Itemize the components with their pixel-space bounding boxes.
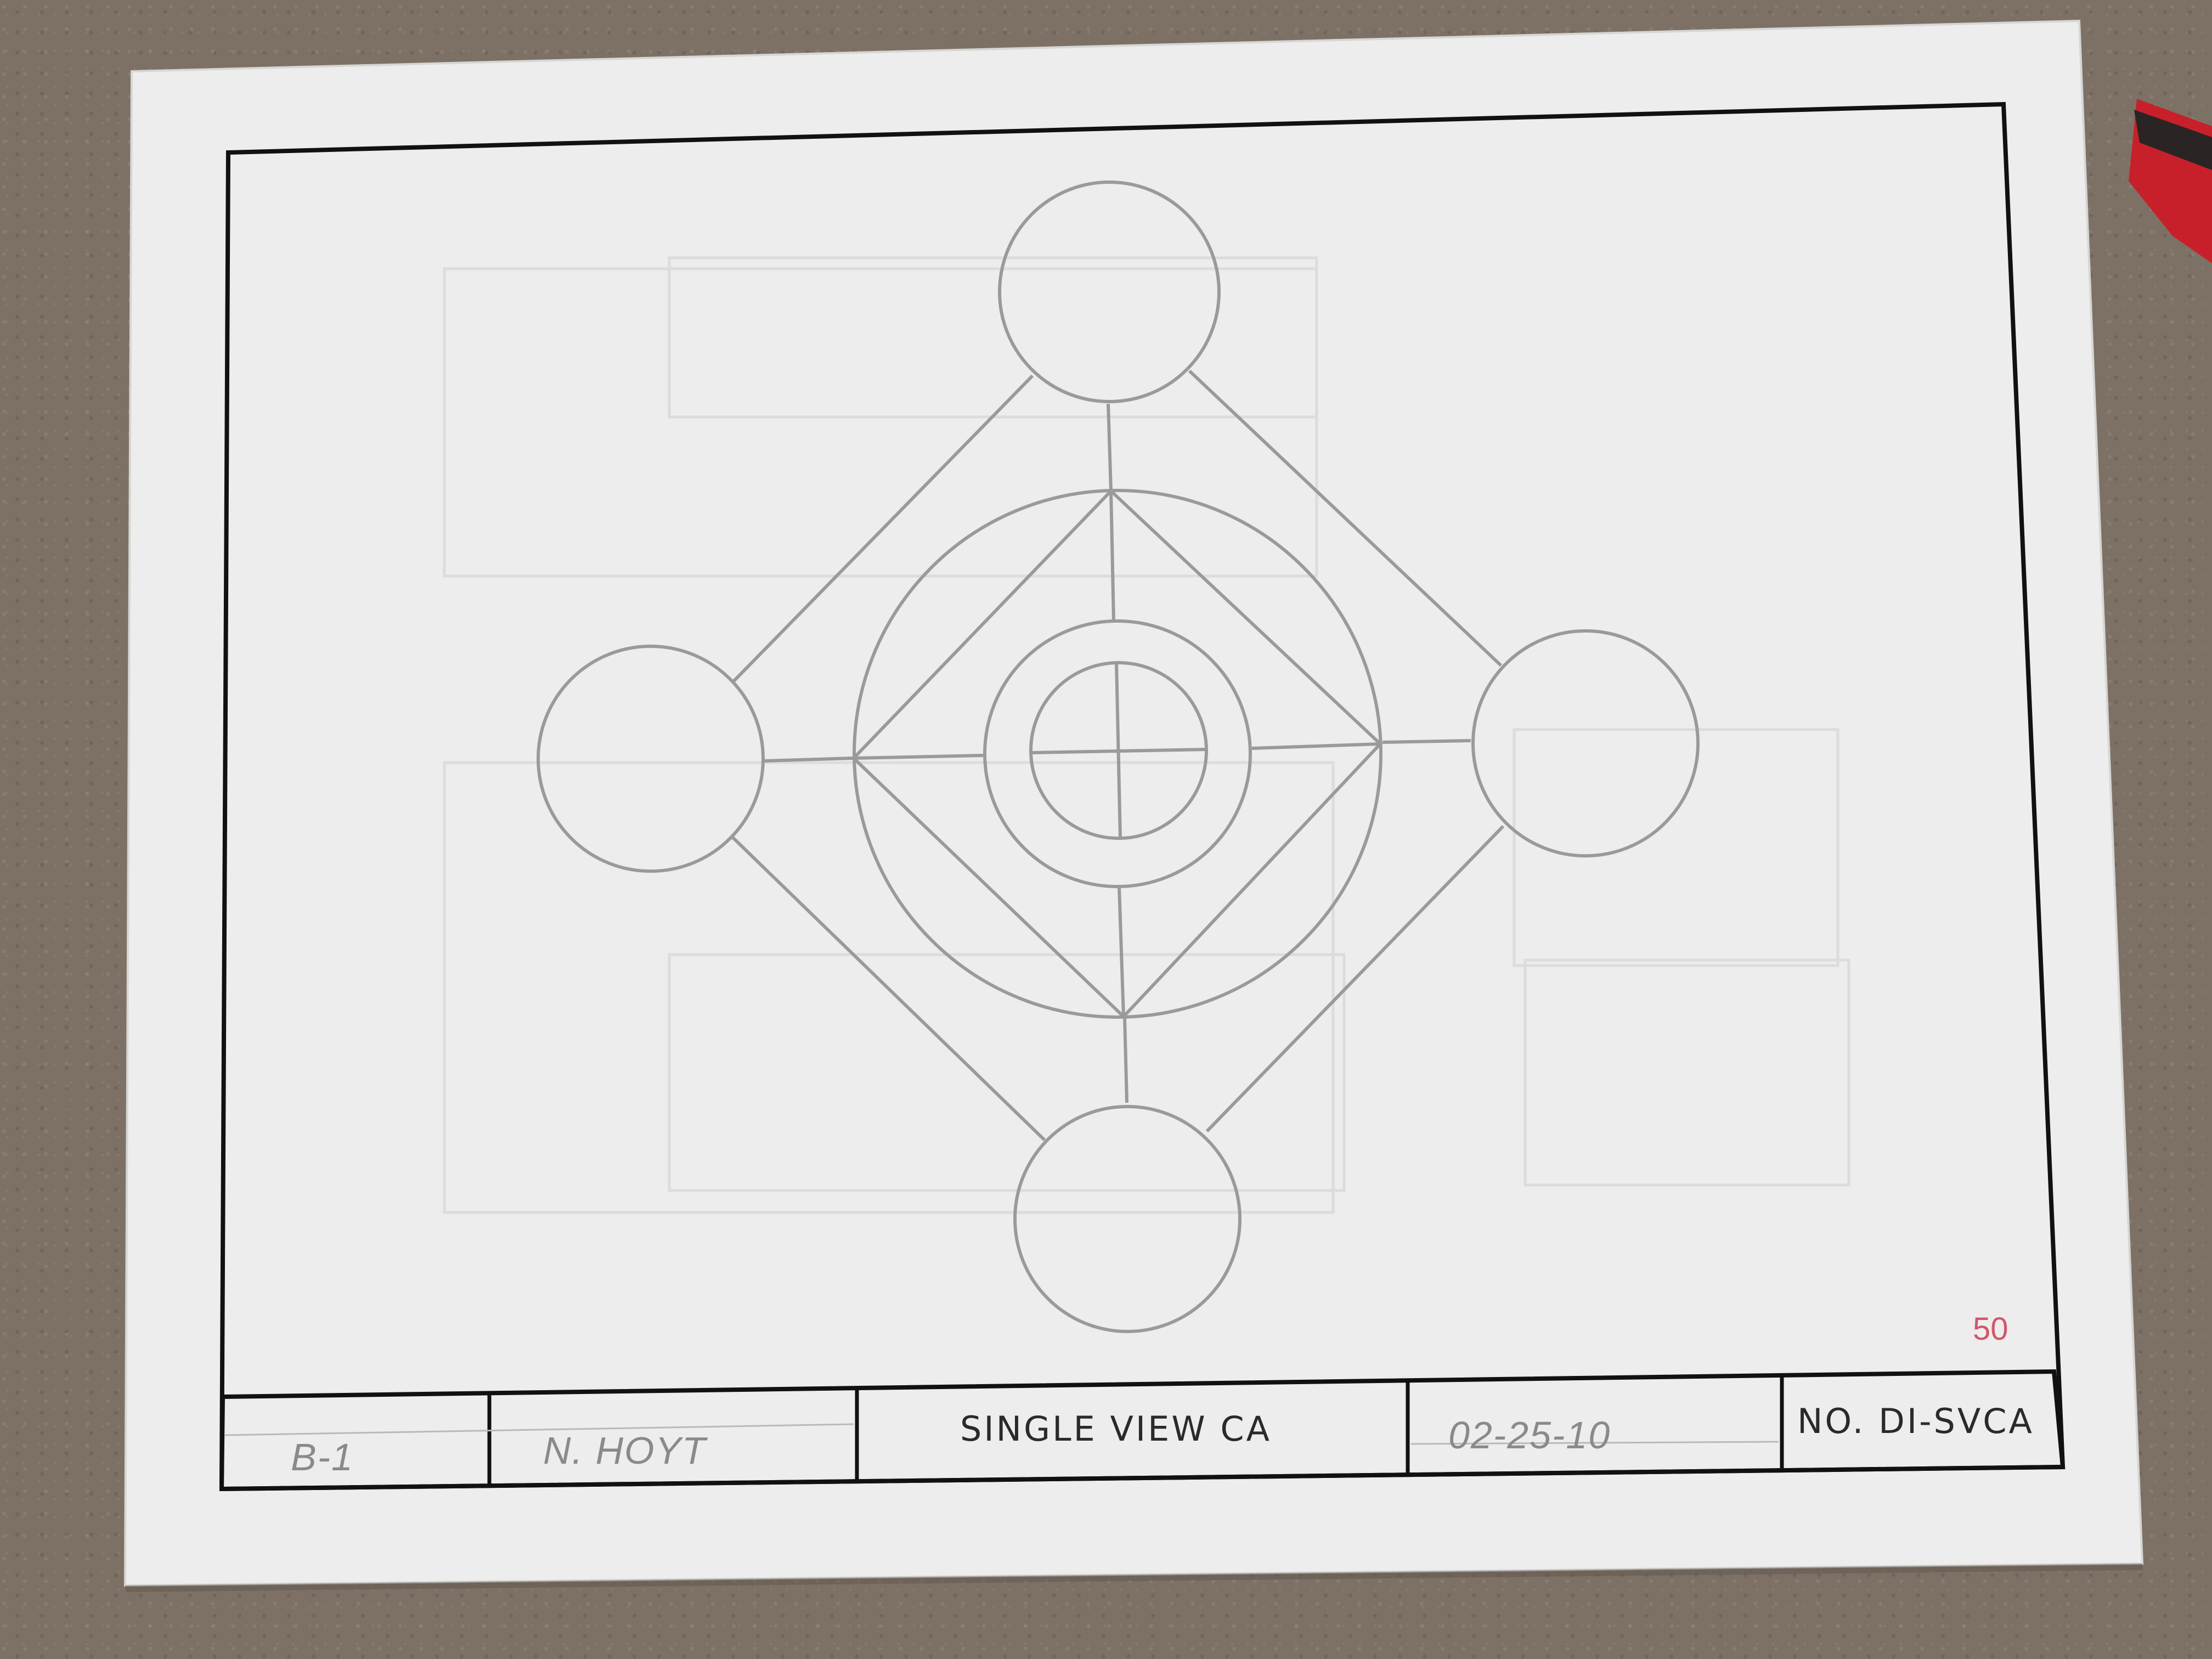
faint-back-drawing xyxy=(443,256,1850,1214)
satellite-circle-bottom xyxy=(1013,1105,1242,1333)
page-mark: 50 xyxy=(1973,1311,2008,1347)
horizontal-axis-right xyxy=(1251,742,1381,750)
drawing-title: SINGLE VIEW CA xyxy=(960,1409,1272,1449)
geometric-drawing xyxy=(537,180,1700,1333)
drafter-name: N. HOYT xyxy=(543,1429,708,1472)
crosshair-horizontal xyxy=(1030,748,1207,754)
diamond-edge-bottom-right xyxy=(1205,825,1505,1133)
title-block: B-1 N. HOYT SINGLE VIEW CA 02-25-10 NO. … xyxy=(219,1369,2066,1492)
vertical-axis-lower xyxy=(1118,887,1125,1017)
drawing-number: NO. DI-SVCA xyxy=(1797,1401,2034,1441)
paper-sheet xyxy=(123,19,2144,1587)
diamond-edge-top-right xyxy=(1188,369,1503,667)
spoke-bottom xyxy=(1123,1017,1128,1103)
sheet-label: B-1 xyxy=(291,1436,354,1479)
diamond-edge-bottom-left xyxy=(730,835,1046,1142)
spoke-top xyxy=(1107,403,1113,492)
spoke-right xyxy=(1382,739,1471,744)
drawing-date: 02-25-10 xyxy=(1448,1414,1611,1457)
red-marker xyxy=(2129,99,2212,263)
diamond-edge-top-left xyxy=(731,374,1034,684)
middle-circle xyxy=(983,619,1252,888)
horizontal-axis-left xyxy=(853,754,984,760)
large-circle xyxy=(853,489,1383,1019)
vertical-axis-upper xyxy=(1109,490,1115,622)
spoke-left xyxy=(763,757,853,763)
satellite-circle-top xyxy=(998,180,1221,403)
satellite-circle-right xyxy=(1471,629,1700,857)
satellite-circle-left xyxy=(537,645,765,873)
